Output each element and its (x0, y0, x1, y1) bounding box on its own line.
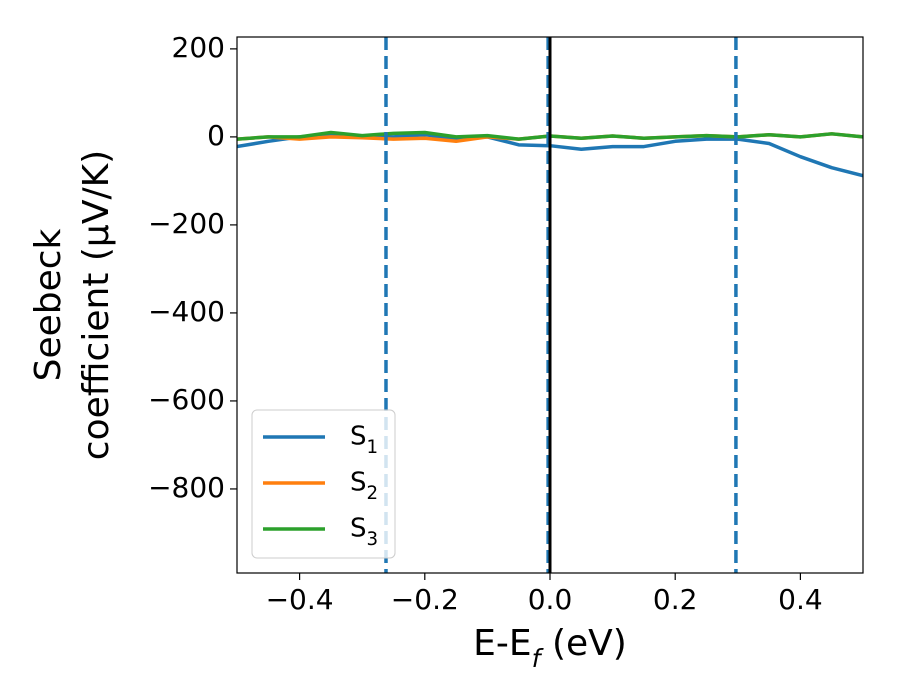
y-tick-label: 0 (207, 119, 225, 152)
y-tick-label: −400 (148, 295, 225, 328)
x-tick-label: −0.2 (391, 583, 459, 616)
x-axis-label: E-Ef (eV) (473, 623, 627, 673)
x-tick-label: 0.0 (528, 583, 573, 616)
y-tick-label: 200 (172, 31, 225, 64)
y-axis-label: coefficient (μV/K) (76, 150, 117, 460)
y-tick-label: −800 (148, 471, 225, 504)
x-tick-label: 0.2 (653, 583, 698, 616)
y-tick-label: −200 (148, 207, 225, 240)
y-axis-label: Seebeck (28, 228, 69, 381)
x-tick-label: −0.4 (266, 583, 334, 616)
y-tick-label: −600 (148, 383, 225, 416)
x-tick-label: 0.4 (778, 583, 823, 616)
plot-frame (236, 36, 864, 574)
